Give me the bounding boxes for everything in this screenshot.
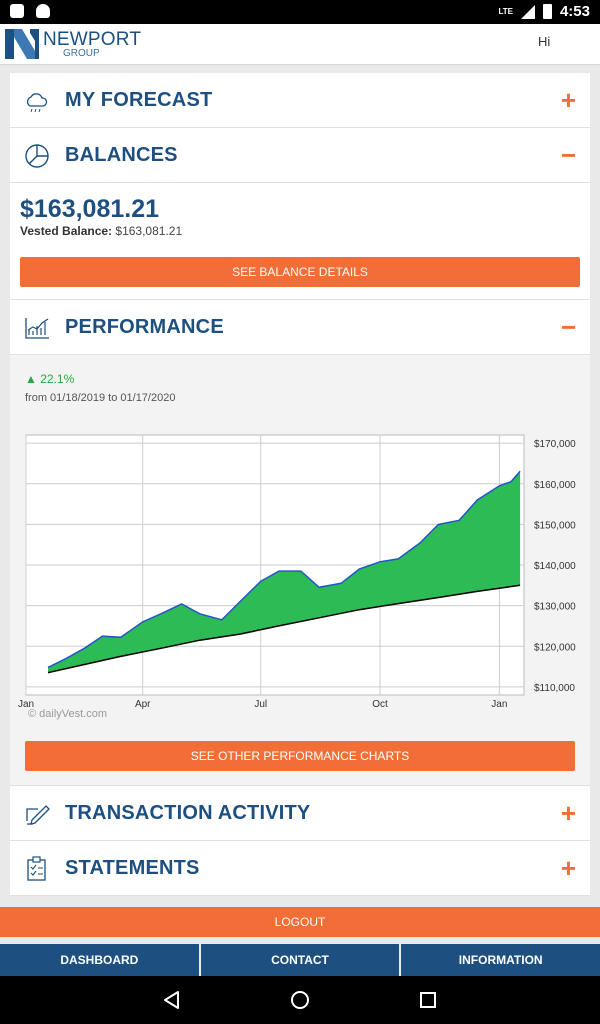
- logo-text-newport: NEWPORT: [43, 28, 142, 50]
- section-header-balances[interactable]: BALANCES −: [10, 128, 590, 183]
- chart-gain-area: [48, 471, 521, 673]
- section-header-forecast[interactable]: MY FORECAST +: [10, 73, 590, 128]
- chart-copyright: © dailyVest.com: [28, 708, 107, 720]
- logo-text-group: GROUP: [63, 47, 100, 59]
- chart-y-tick-label: $140,000: [534, 561, 576, 572]
- expand-forecast-button[interactable]: +: [560, 85, 576, 115]
- section-title-forecast: MY FORECAST: [65, 88, 213, 111]
- total-balance: $163,081.21: [20, 195, 160, 223]
- battery-icon: [542, 4, 552, 19]
- clock: 4:53: [559, 3, 590, 20]
- dashboard-content: MY FORECAST + BALANCES − $163,081.21 Ves…: [10, 73, 590, 896]
- cloud-icon: [26, 93, 48, 113]
- line-chart-icon: [25, 318, 49, 339]
- collapse-balances-button[interactable]: −: [560, 140, 576, 170]
- section-header-statements[interactable]: STATEMENTS +: [10, 841, 590, 896]
- see-other-performance-charts-button[interactable]: SEE OTHER PERFORMANCE CHARTS: [25, 741, 575, 771]
- notification-icon: [10, 4, 24, 18]
- chart-x-tick-label: Oct: [372, 699, 388, 710]
- up-arrow-icon: ▲: [25, 372, 37, 386]
- pie-chart-icon: [25, 144, 49, 168]
- copyright-icon: ©: [28, 708, 37, 720]
- chart-x-tick-label: Jan19: [18, 699, 34, 710]
- tab-information[interactable]: INFORMATION: [401, 944, 600, 976]
- chart-balance-line: [47, 470, 521, 669]
- chart-x-tick-label: Jul: [254, 699, 267, 710]
- performance-change: ▲ 22.1%: [25, 372, 74, 386]
- collapse-performance-button[interactable]: −: [560, 312, 576, 342]
- balances-panel: $163,081.21 Vested Balance: $163,081.21 …: [10, 183, 590, 300]
- logout-button[interactable]: LOGOUT: [0, 907, 600, 937]
- chart-y-tick-label: $160,000: [534, 480, 576, 491]
- chart-x-tick-label: Jan20: [491, 699, 507, 710]
- android-icon: [36, 4, 50, 18]
- see-balance-details-button[interactable]: SEE BALANCE DETAILS: [20, 257, 580, 287]
- chart-x-tick-label: Apr: [135, 699, 151, 710]
- section-header-performance[interactable]: PERFORMANCE −: [10, 300, 590, 355]
- section-title-transactions: TRANSACTION ACTIVITY: [65, 801, 311, 824]
- performance-change-value: 22.1%: [40, 372, 75, 386]
- vested-balance-value: $163,081.21: [115, 224, 183, 238]
- recents-icon[interactable]: [418, 990, 438, 1010]
- network-label: LTE: [498, 7, 513, 16]
- app-header: NEWPORT GROUP Hi: [0, 24, 600, 65]
- home-icon[interactable]: [290, 990, 310, 1010]
- expand-statements-button[interactable]: +: [560, 853, 576, 883]
- chart-contributions-line: [47, 584, 521, 674]
- bottom-navigation: DASHBOARD CONTACT INFORMATION: [0, 944, 600, 976]
- section-title-balances: BALANCES: [65, 143, 178, 166]
- newport-logo[interactable]: NEWPORT GROUP: [5, 29, 141, 59]
- performance-date-range: from 01/18/2019 to 01/17/2020: [25, 392, 176, 404]
- section-title-statements: STATEMENTS: [65, 856, 200, 879]
- section-header-transactions[interactable]: TRANSACTION ACTIVITY +: [10, 786, 590, 841]
- clipboard-icon: [27, 856, 46, 881]
- vested-balance: Vested Balance: $163,081.21: [20, 224, 182, 238]
- greeting: Hi: [538, 34, 551, 49]
- chart-y-tick-label: $130,000: [534, 602, 576, 613]
- chart-y-tick-label: $120,000: [534, 642, 576, 653]
- chart-y-tick-label: $170,000: [534, 439, 576, 450]
- back-icon[interactable]: [162, 990, 182, 1010]
- tab-dashboard[interactable]: DASHBOARD: [0, 944, 199, 976]
- expand-transactions-button[interactable]: +: [560, 798, 576, 828]
- chart-y-tick-label: $110,000: [534, 683, 575, 694]
- section-title-performance: PERFORMANCE: [65, 315, 224, 338]
- pen-edit-icon: [26, 805, 50, 825]
- performance-panel: ▲ 22.1% from 01/18/2019 to 01/17/2020 $1…: [10, 355, 590, 786]
- chart-y-tick-label: $150,000: [534, 520, 576, 531]
- newport-logo-mark-icon: [5, 29, 39, 59]
- status-bar: LTE 4:53: [0, 0, 600, 24]
- system-navigation-bar: [0, 976, 600, 1024]
- signal-icon: [520, 4, 535, 19]
- tab-contact[interactable]: CONTACT: [200, 944, 400, 976]
- vested-balance-label: Vested Balance:: [20, 224, 113, 238]
- chart-copyright-text: dailyVest.com: [39, 708, 108, 720]
- performance-chart: $170,000 $160,000 $150,000 $140,000 $130,000…: [18, 434, 576, 710]
